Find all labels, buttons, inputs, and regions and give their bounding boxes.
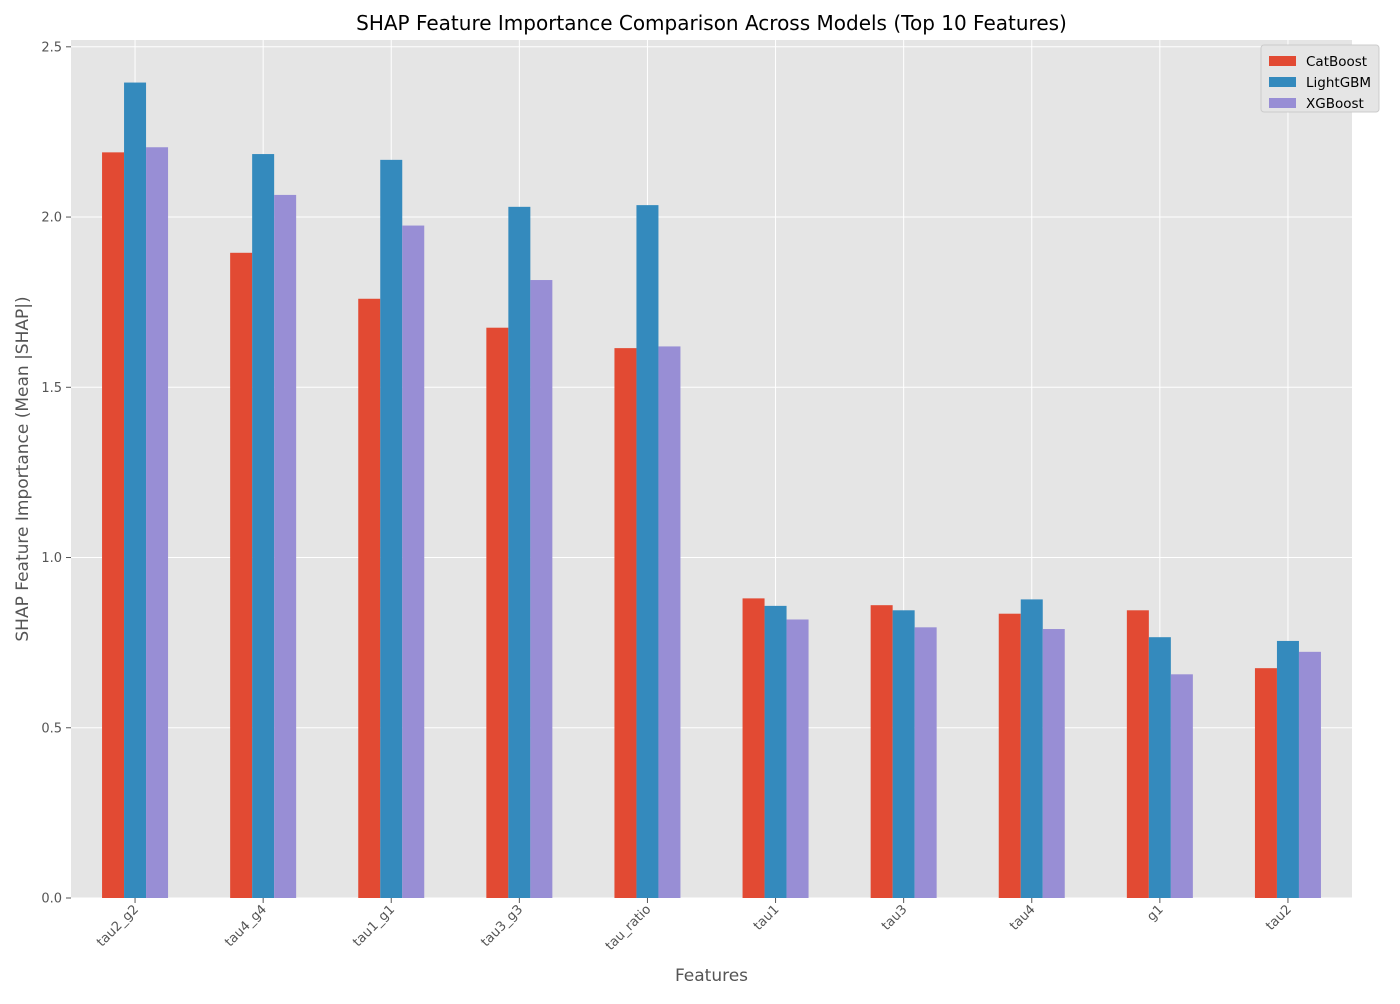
bar-lightgbm-tau4_g4 [252,154,275,899]
bar-xgboost-tau2 [1298,651,1321,898]
bar-catboost-tau3 [870,605,893,898]
bar-catboost-tau_ratio [614,348,637,898]
x-tick-label-tau2: tau2 [1263,902,1295,934]
bar-lightgbm-tau_ratio [636,205,659,898]
x-tick-label-tau2_g2: tau2_g2 [94,902,142,950]
bar-xgboost-tau3 [914,627,937,898]
bar-lightgbm-tau3 [892,610,915,898]
legend-swatch-xgboost [1269,98,1296,108]
x-tick-label-tau4_g4: tau4_g4 [222,902,270,950]
bars [102,82,1321,899]
y-axis-label: SHAP Feature Importance (Mean |SHAP|) [13,296,33,641]
bar-catboost-tau1_g1 [358,298,381,898]
bar-lightgbm-tau2 [1276,640,1299,898]
x-tick-label-g1: g1 [1144,902,1166,924]
y-tick-label: 2.5 [41,40,62,55]
x-tick-label-tau3_g3: tau3_g3 [478,902,526,950]
bar-xgboost-tau3_g3 [530,280,553,898]
legend-label-xgboost: XGBoost [1306,96,1364,112]
bar-lightgbm-tau1 [764,605,787,898]
bar-xgboost-tau4_g4 [274,194,297,898]
bar-catboost-g1 [1126,610,1149,898]
y-tick-label: 2.0 [41,211,62,226]
bar-catboost-tau3_g3 [486,327,509,898]
legend-swatch-catboost [1269,56,1296,66]
bar-lightgbm-tau2_g2 [124,82,147,899]
y-tick-label: 1.5 [41,381,62,396]
bar-xgboost-tau_ratio [658,346,681,898]
x-tick-label-tau1_g1: tau1_g1 [350,902,398,950]
x-tick-label-tau_ratio: tau_ratio [603,902,654,953]
bar-catboost-tau4_g4 [230,252,253,899]
bar-xgboost-tau2_g2 [146,147,169,898]
y-tick-label: 0.5 [41,721,62,736]
y-tick-label: 1.0 [41,551,62,566]
legend-label-catboost: CatBoost [1306,54,1367,70]
bar-lightgbm-g1 [1148,637,1171,898]
bar-catboost-tau2 [1254,668,1277,898]
bar-catboost-tau2_g2 [102,152,125,898]
bar-lightgbm-tau4 [1020,599,1043,898]
x-tick-label-tau3: tau3 [879,902,911,934]
bar-xgboost-g1 [1170,674,1193,898]
bar-xgboost-tau1 [786,619,809,898]
bar-lightgbm-tau3_g3 [508,206,531,899]
bar-catboost-tau1 [742,598,765,898]
bar-xgboost-tau4 [1042,629,1065,898]
bar-xgboost-tau1_g1 [402,225,425,899]
legend: CatBoost LightGBM XGBoost [1260,44,1380,113]
legend-swatch-lightgbm [1269,77,1296,87]
bar-lightgbm-tau1_g1 [380,159,403,898]
legend-label-lightgbm: LightGBM [1306,75,1371,91]
y-tick-label: 0.0 [41,892,62,907]
x-axis-label: Features [675,966,748,986]
bar-catboost-tau4 [998,613,1021,898]
x-tick-label-tau4: tau4 [1007,902,1039,934]
chart-title: SHAP Feature Importance Comparison Acros… [356,11,1067,35]
x-tick-label-tau1: tau1 [751,902,783,934]
